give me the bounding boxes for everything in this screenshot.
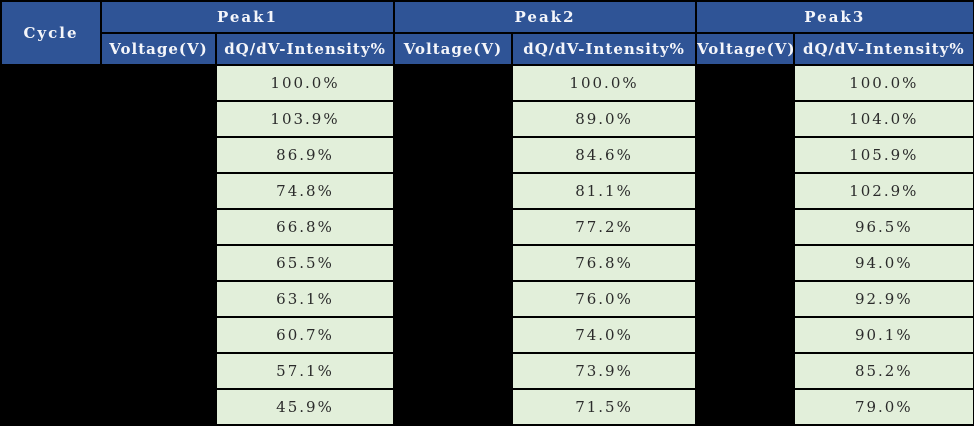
peak3-intensity-cell: 79.0% [793,388,974,426]
peak2-intensity-cell: 89.0% [511,100,698,138]
peak3-voltage-cell-redacted [695,100,796,138]
peak1-voltage-cell-redacted [100,172,217,210]
peak2-intensity-cell: 71.5% [511,388,698,426]
cycle-cell-redacted [0,280,102,318]
peak1-intensity-cell: 63.1% [214,280,396,318]
cycle-cell-redacted [0,244,102,282]
peak3-intensity-cell: 94.0% [793,244,974,282]
table-row: 86.9% 84.6% 105.9% [0,136,974,174]
peak2-voltage-cell-redacted [393,208,514,246]
peak3-voltage-cell-redacted [695,208,796,246]
peak3-voltage-cell-redacted [695,136,796,174]
cycle-cell-redacted [0,316,102,354]
peak2-intensity-cell: 74.0% [511,316,698,354]
peak2-voltage-cell-redacted [393,244,514,282]
peak3-intensity-cell: 90.1% [793,316,974,354]
peak3-voltage-cell-redacted [695,244,796,282]
cycle-cell-redacted [0,208,102,246]
peak3-voltage-cell-redacted [695,388,796,426]
peak1-intensity-cell: 103.9% [214,100,396,138]
peak1-intensity-cell: 86.9% [214,136,396,174]
peak3-intensity-cell: 96.5% [793,208,974,246]
table-row: 100.0% 100.0% 100.0% [0,64,974,102]
peak2-intensity-header: dQ/dV-Intensity% [511,32,698,66]
cycle-header: Cycle [0,0,102,66]
cycle-cell-redacted [0,352,102,390]
cycle-cell-redacted [0,136,102,174]
peak3-intensity-cell: 105.9% [793,136,974,174]
peak2-intensity-cell: 77.2% [511,208,698,246]
cycle-cell-redacted [0,64,102,102]
peak2-intensity-cell: 76.0% [511,280,698,318]
table-row: 103.9% 89.0% 104.0% [0,100,974,138]
peak1-intensity-cell: 45.9% [214,388,396,426]
peak2-voltage-cell-redacted [393,316,514,354]
peak2-intensity-cell: 84.6% [511,136,698,174]
table-row: 57.1% 73.9% 85.2% [0,352,974,390]
peak2-voltage-cell-redacted [393,280,514,318]
peak1-voltage-cell-redacted [100,280,217,318]
peak2-voltage-cell-redacted [393,100,514,138]
peak2-intensity-cell: 76.8% [511,244,698,282]
peak1-intensity-header: dQ/dV-Intensity% [214,32,396,66]
peak1-voltage-cell-redacted [100,136,217,174]
peak2-group-header: Peak2 [393,0,698,34]
peak1-intensity-cell: 74.8% [214,172,396,210]
peak1-voltage-cell-redacted [100,352,217,390]
peak3-group-header: Peak3 [695,0,974,34]
cycle-cell-redacted [0,388,102,426]
peak1-intensity-cell: 65.5% [214,244,396,282]
peak3-voltage-cell-redacted [695,64,796,102]
peak1-voltage-cell-redacted [100,244,217,282]
peak3-intensity-cell: 92.9% [793,280,974,318]
peak3-intensity-cell: 85.2% [793,352,974,390]
peak3-intensity-cell: 102.9% [793,172,974,210]
table-row: 63.1% 76.0% 92.9% [0,280,974,318]
table-row: 60.7% 74.0% 90.1% [0,316,974,354]
peak3-voltage-cell-redacted [695,172,796,210]
peak3-voltage-header: Voltage(V) [695,32,796,66]
peak3-voltage-cell-redacted [695,280,796,318]
peak3-voltage-cell-redacted [695,316,796,354]
peak2-voltage-cell-redacted [393,388,514,426]
peak3-voltage-cell-redacted [695,352,796,390]
header-row-sub: Voltage(V) dQ/dV-Intensity% Voltage(V) d… [1,32,974,66]
peak1-voltage-cell-redacted [100,100,217,138]
table-row: 66.8% 77.2% 96.5% [0,208,974,246]
table-row: 74.8% 81.1% 102.9% [0,172,974,210]
table-row: 45.9% 71.5% 79.0% [0,388,974,426]
header-row-groups: Cycle Peak1 Peak2 Peak3 [0,0,974,66]
peak1-voltage-cell-redacted [100,316,217,354]
peak3-intensity-header: dQ/dV-Intensity% [793,32,974,66]
peak2-voltage-cell-redacted [393,64,514,102]
peak2-intensity-cell: 73.9% [511,352,698,390]
table-row: 65.5% 76.8% 94.0% [0,244,974,282]
peak1-intensity-cell: 66.8% [214,208,396,246]
peak2-voltage-header: Voltage(V) [393,32,514,66]
peak1-group-header: Peak1 [99,0,396,34]
peak1-voltage-header: Voltage(V) [100,32,217,66]
cycle-cell-redacted [0,172,102,210]
cycle-cell-redacted [0,100,102,138]
peak3-intensity-cell: 100.0% [793,64,974,102]
peak1-intensity-cell: 60.7% [214,316,396,354]
peak1-intensity-cell: 57.1% [214,352,396,390]
peak2-intensity-cell: 81.1% [511,172,698,210]
peak1-intensity-cell: 100.0% [214,64,396,102]
peak2-voltage-cell-redacted [393,136,514,174]
peak2-voltage-cell-redacted [393,352,514,390]
peak2-intensity-cell: 100.0% [511,64,698,102]
peak1-voltage-cell-redacted [100,64,217,102]
peak2-voltage-cell-redacted [393,172,514,210]
peak3-intensity-cell: 104.0% [793,100,974,138]
peak1-voltage-cell-redacted [100,208,217,246]
peak1-voltage-cell-redacted [100,388,217,426]
